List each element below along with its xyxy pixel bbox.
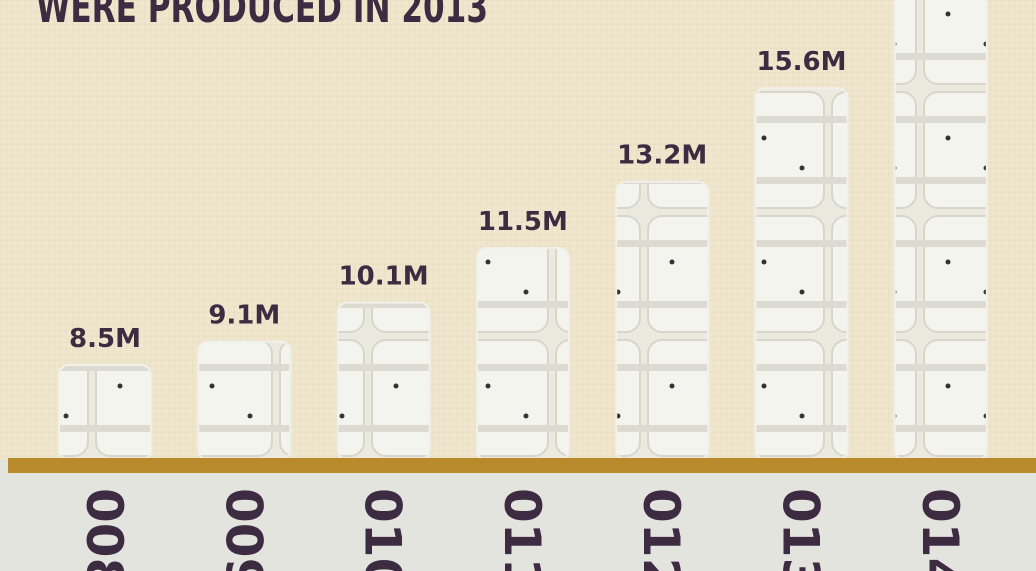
value-label: 13.2M [617, 141, 707, 171]
bar [336, 301, 431, 461]
value-label: 10.1M [339, 262, 429, 292]
x-tick-label: 011 [493, 488, 551, 571]
baseline [8, 458, 1036, 473]
bar [615, 180, 710, 461]
value-label: 8.5M [69, 324, 141, 354]
floor [0, 460, 1036, 571]
x-tick-label: 014 [911, 488, 969, 571]
x-tick-label: 012 [632, 488, 690, 571]
bar [754, 87, 849, 461]
x-tick-label: 010 [354, 488, 412, 571]
x-tick-label: 009 [214, 488, 272, 571]
bar [197, 340, 292, 462]
x-tick-label: 008 [75, 488, 133, 571]
value-label: 11.5M [478, 207, 568, 237]
value-label: 15.6M [756, 47, 846, 77]
chart-title: WERE PRODUCED IN 2013 [36, 0, 488, 33]
bar [475, 247, 570, 461]
bar [58, 364, 152, 461]
value-label: 9.1M [208, 301, 280, 331]
x-tick-label: 013 [772, 488, 830, 571]
bar [893, 0, 988, 461]
